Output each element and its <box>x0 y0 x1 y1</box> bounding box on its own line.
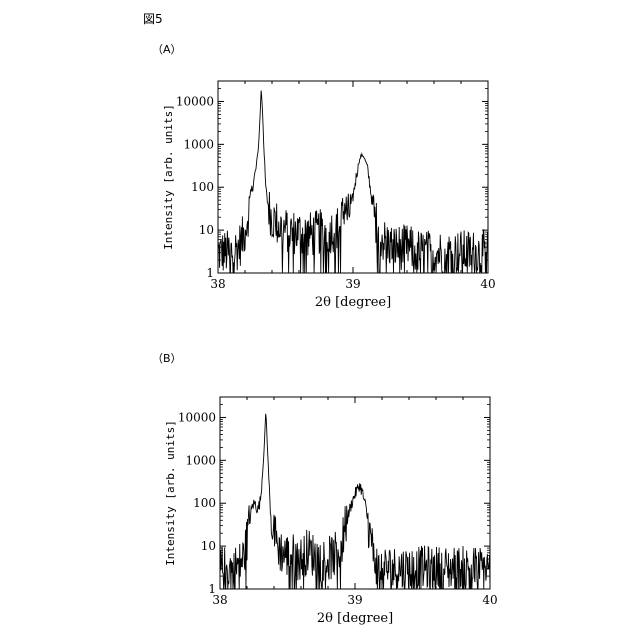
y-tick-label: 1000 <box>183 137 214 151</box>
x-tick-label: 40 <box>480 277 495 291</box>
x-axis-title: 2θ [degree] <box>317 611 393 626</box>
x-tick-label: 38 <box>212 593 227 607</box>
panel-b-label: （B） <box>152 352 182 365</box>
y-axis-title: Intensity [arb. units] <box>162 104 175 250</box>
y-tick-label: 10 <box>201 539 216 553</box>
y-tick-label: 10000 <box>178 410 216 424</box>
series-line <box>220 413 490 589</box>
y-tick-label: 1000 <box>185 453 216 467</box>
y-tick-label: 1 <box>206 266 214 280</box>
x-tick-label: 39 <box>345 277 360 291</box>
x-tick-label: 39 <box>347 593 362 607</box>
x-tick-label: 40 <box>482 593 497 607</box>
series-line <box>218 90 488 273</box>
y-tick-label: 100 <box>191 180 214 194</box>
panel-a-label: （A） <box>152 43 182 56</box>
y-axis-title: Intensity [arb. units] <box>164 420 177 566</box>
x-axis-title: 2θ [degree] <box>315 295 391 310</box>
y-tick-label: 1 <box>208 582 216 596</box>
x-tick-label: 38 <box>210 277 225 291</box>
y-tick-label: 100 <box>193 496 216 510</box>
figure-label: 図5 <box>143 12 163 26</box>
y-tick-label: 10000 <box>176 94 214 108</box>
y-tick-label: 10 <box>199 223 214 237</box>
